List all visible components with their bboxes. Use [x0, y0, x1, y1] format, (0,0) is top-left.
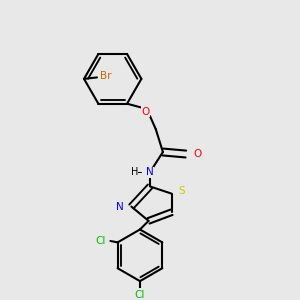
Text: S: S: [179, 186, 185, 196]
Text: Br: Br: [100, 71, 111, 81]
Text: N: N: [116, 202, 124, 212]
Text: N: N: [146, 167, 154, 177]
Text: O: O: [193, 149, 201, 159]
Text: O: O: [142, 107, 150, 117]
Text: Cl: Cl: [135, 290, 145, 300]
Text: H: H: [130, 167, 138, 177]
Text: Cl: Cl: [96, 236, 106, 246]
